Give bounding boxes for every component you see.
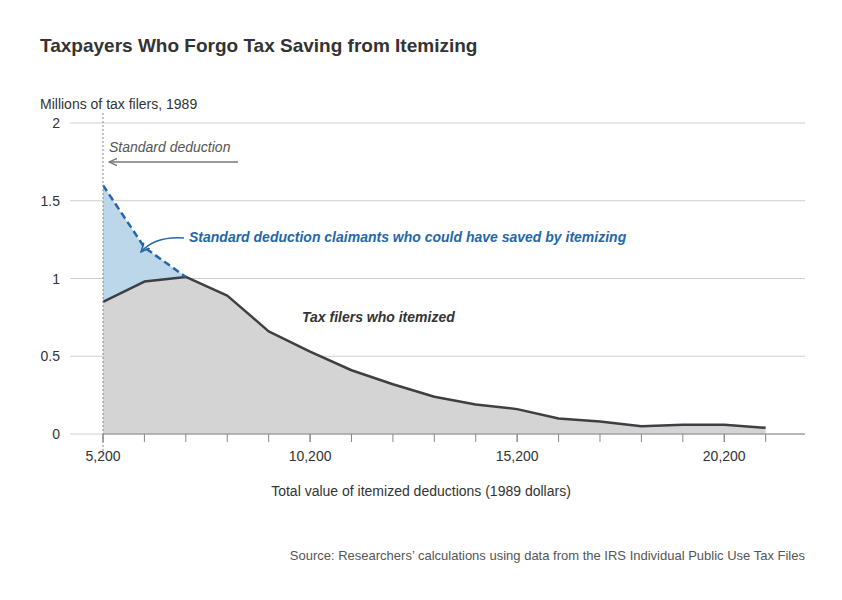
y-tick-label: 1 (52, 271, 60, 287)
x-minor-tick (641, 434, 642, 442)
x-tick-label: 5,200 (85, 448, 120, 464)
itemizers-area (103, 277, 766, 434)
x-minor-tick (724, 434, 725, 442)
y-tick-label: 2 (52, 115, 60, 131)
reference-line (103, 113, 104, 454)
savers-label: Standard deduction claimants who could h… (189, 229, 627, 245)
x-minor-tick (351, 434, 352, 442)
chart-svg: Taxpayers Who Forgo Tax Saving from Item… (0, 0, 842, 600)
x-tick-label: 20,200 (703, 448, 746, 464)
chart-root: Taxpayers Who Forgo Tax Saving from Item… (0, 0, 842, 600)
x-axis-line (103, 434, 805, 435)
x-minor-tick (475, 434, 476, 442)
x-tick (310, 434, 311, 442)
x-minor-tick (558, 434, 559, 442)
x-minor-tick (103, 434, 104, 442)
reference-arrow (109, 161, 238, 162)
title: Taxpayers Who Forgo Tax Saving from Item… (40, 35, 477, 56)
x-minor-tick (434, 434, 435, 442)
savers-arrow (141, 238, 184, 252)
reference-label: Standard deduction (109, 139, 231, 155)
plot-area (103, 185, 766, 434)
grid-line (70, 123, 805, 124)
x-minor-tick (185, 434, 186, 442)
x-minor-tick (227, 434, 228, 442)
x-minor-tick (144, 434, 145, 442)
y-tick-label: 1.5 (41, 193, 61, 209)
source: Source: Researchers’ calculations using … (290, 548, 806, 563)
x-minor-tick (268, 434, 269, 442)
grid-line (70, 434, 805, 435)
x-tick (724, 434, 725, 442)
x-tick (103, 434, 104, 442)
y-tick-label: 0 (52, 426, 60, 442)
x-tick-label: 15,200 (496, 448, 539, 464)
x-minor-tick (599, 434, 600, 442)
x-axis-label: Total value of itemized deductions (1989… (271, 483, 571, 499)
x-tick (517, 434, 518, 442)
x-minor-tick (392, 434, 393, 442)
x-minor-tick (682, 434, 683, 442)
x-minor-tick (517, 434, 518, 442)
y-tick-label: 0.5 (41, 348, 61, 364)
savers-line (103, 185, 186, 277)
x-minor-tick (765, 434, 766, 442)
x-minor-tick (310, 434, 311, 442)
grid-line (70, 200, 805, 201)
x-tick-label: 10,200 (289, 448, 332, 464)
y-axis-label: Millions of tax filers, 1989 (40, 96, 197, 112)
itemizers-label: Tax filers who itemized (302, 309, 455, 325)
itemizers-line (103, 277, 766, 428)
